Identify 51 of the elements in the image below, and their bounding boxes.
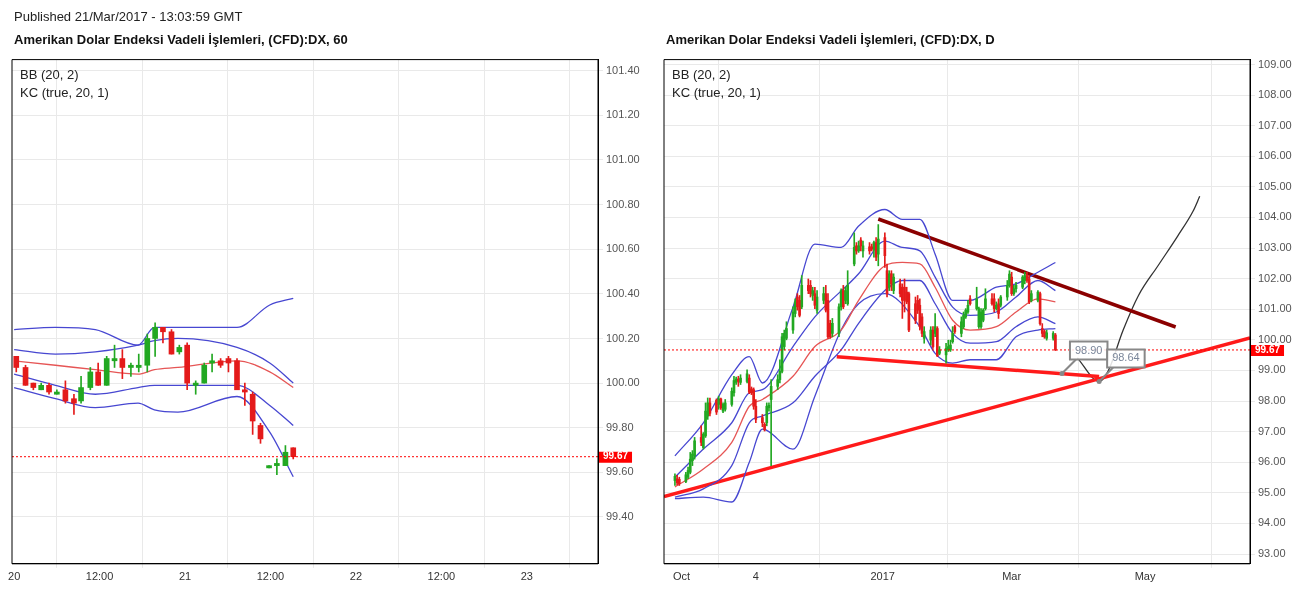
annotation: 98.90	[1074, 343, 1103, 356]
y-tick-label: 102.00	[1258, 271, 1292, 284]
x-tick-label: May	[1134, 570, 1156, 583]
y-tick-label: 105.00	[1258, 179, 1292, 192]
y-tick-label: 100.00	[606, 376, 640, 389]
annotation: KC (true, 20, 1)	[672, 83, 761, 102]
y-tick-label: 96.00	[1258, 455, 1286, 468]
y-tick-label: 100.80	[606, 197, 640, 210]
x-tick-label: Mar	[1002, 570, 1022, 583]
annotation: BB (20, 2)	[672, 65, 731, 84]
y-tick-label: 108.00	[1258, 88, 1292, 101]
y-tick-label: 109.00	[1258, 57, 1292, 70]
y-tick-label: 99.40	[606, 509, 634, 522]
y-tick-label: 99.80	[606, 420, 634, 433]
annotation: KC (true, 20, 1)	[20, 83, 109, 102]
y-tick-label: 106.00	[1258, 149, 1292, 162]
y-tick-label: 101.20	[606, 108, 640, 121]
y-tick-label: 95.00	[1258, 485, 1286, 498]
y-tick-label: 99.60	[606, 465, 634, 478]
x-tick-label: 21	[178, 570, 192, 583]
x-tick-label: Oct	[672, 570, 691, 583]
ref-line-label: 99.67	[603, 450, 629, 462]
x-tick-label: 4	[752, 570, 759, 583]
y-tick-label: 97.00	[1258, 424, 1286, 437]
y-tick-label: 100.20	[606, 331, 640, 344]
x-tick-label: 20	[8, 570, 21, 583]
y-tick-label: 103.00	[1258, 241, 1292, 254]
y-tick-label: 101.00	[1258, 302, 1292, 315]
x-tick-label: 23	[520, 570, 533, 583]
y-tick-label: 101.00	[606, 153, 640, 166]
y-tick-label: 100.40	[606, 286, 640, 299]
x-tick-label: 12:00	[256, 570, 285, 583]
chart-subtitle: Published 21/Mar/2017 - 13:03:59 GMT	[14, 9, 243, 24]
y-tick-label: 100.00	[1258, 332, 1292, 345]
x-tick-label: 12:00	[85, 570, 114, 583]
y-tick-label: 94.00	[1258, 516, 1286, 529]
y-tick-label: 100.60	[606, 242, 640, 255]
y-tick-label: 99.00	[1258, 363, 1286, 376]
y-tick-label: 93.00	[1258, 547, 1286, 560]
y-tick-label: 104.00	[1258, 210, 1292, 223]
y-tick-label: 101.40	[606, 63, 640, 76]
chart-title: Amerikan Dolar Endeksi Vadeli İşlemleri, (CFD):DX, D	[666, 32, 995, 47]
y-tick-label: 107.00	[1258, 118, 1292, 131]
ref-line-label: 99.67	[1255, 343, 1281, 355]
x-tick-label: 2017	[870, 570, 895, 583]
x-tick-label: 22	[349, 570, 363, 583]
x-tick-label: 12:00	[427, 570, 456, 583]
y-tick-label: 98.00	[1258, 394, 1286, 407]
annotation: BB (20, 2)	[20, 65, 79, 84]
chart-title: Amerikan Dolar Endeksi Vadeli İşlemleri, (CFD):DX, 60	[14, 32, 348, 47]
annotation: 98.64	[1112, 351, 1140, 364]
